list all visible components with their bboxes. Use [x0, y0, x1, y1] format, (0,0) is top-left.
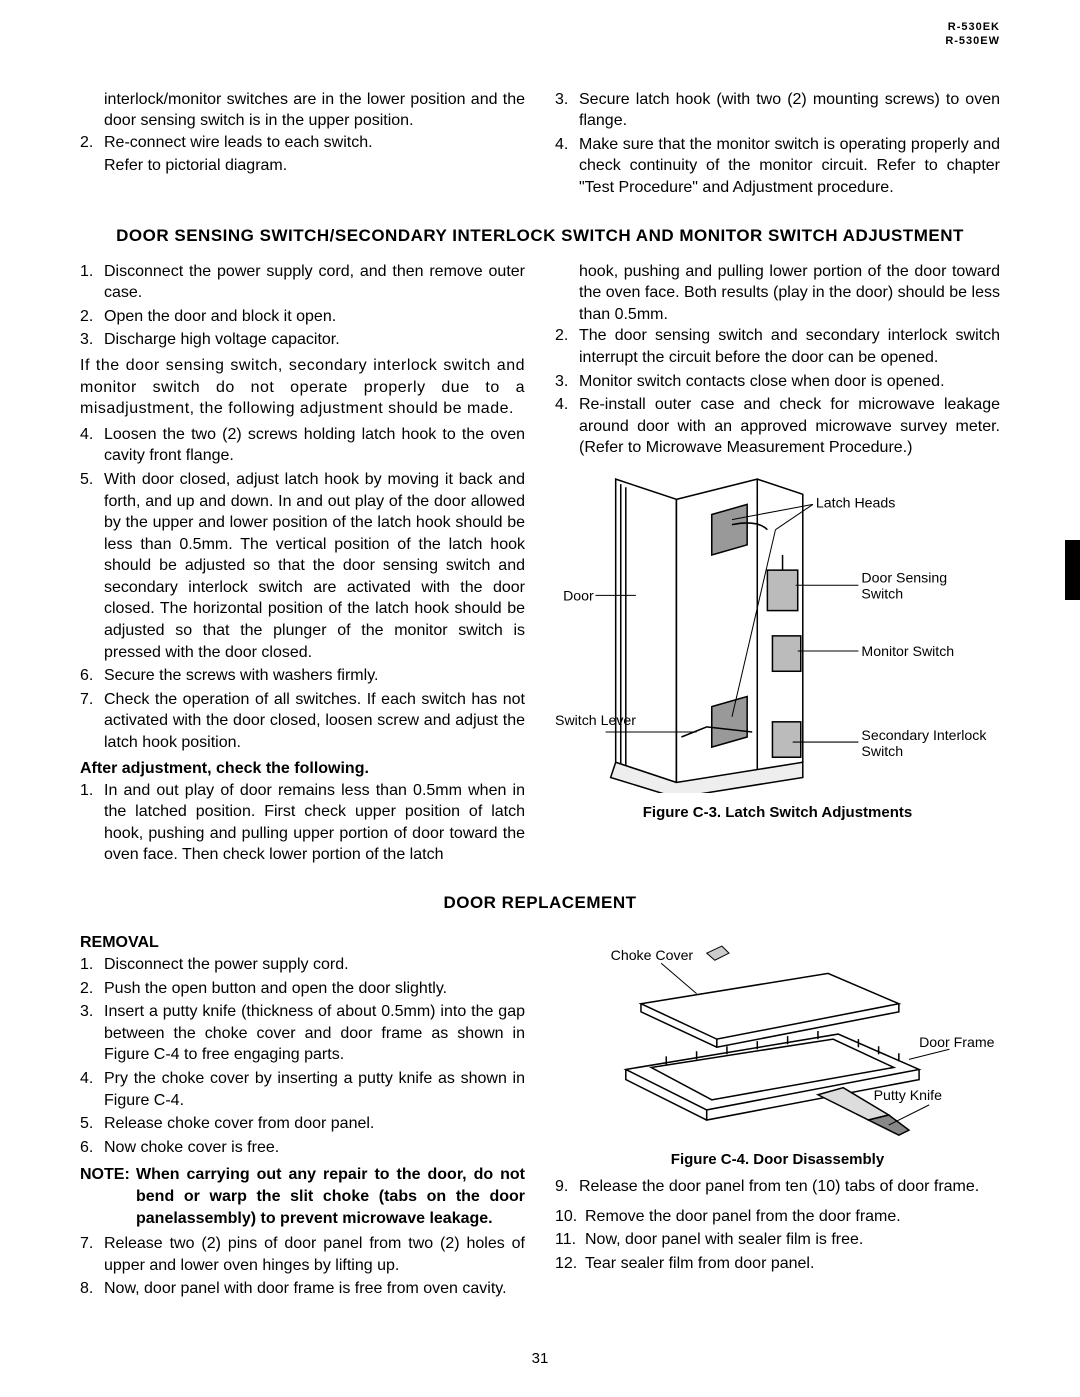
- s1l-6: 6.Secure the screws with washers firmly.: [80, 665, 525, 687]
- figure-c4-caption: Figure C-4. Door Disassembly: [555, 1151, 1000, 1168]
- figure-c3: Latch Heads Door Door Sensing Switch Mon…: [555, 469, 1000, 798]
- s1l-2: 2.Open the door and block it open.: [80, 306, 525, 328]
- door-diagram-svg: Choke Cover Door Frame Putty Knife: [555, 938, 1000, 1140]
- figure-c4: Choke Cover Door Frame Putty Knife: [555, 938, 1000, 1145]
- label-secondary: Secondary Interlock: [861, 727, 987, 743]
- label-switch-lever: Switch Lever: [555, 712, 636, 728]
- model-line-2: R-530EW: [80, 34, 1000, 48]
- figure-c3-caption: Figure C-3. Latch Switch Adjustments: [555, 804, 1000, 821]
- s2l-6: 6.Now choke cover is free.: [80, 1137, 525, 1159]
- num: 4.: [555, 134, 579, 199]
- s2l-3: 3.Insert a putty knife (thickness of abo…: [80, 1001, 525, 1066]
- s1r-3: 3.Monitor switch contacts close when doo…: [555, 371, 1000, 393]
- label-secondary2: Switch: [861, 743, 903, 759]
- section2-title: DOOR REPLACEMENT: [80, 893, 1000, 913]
- top-left-item-2b: Refer to pictorial diagram.: [104, 155, 525, 177]
- top-block: interlock/monitor switches are in the lo…: [80, 89, 1000, 201]
- text: Secure latch hook (with two (2) mounting…: [579, 89, 1000, 132]
- s1r-2: 2.The door sensing switch and secondary …: [555, 325, 1000, 368]
- s2r-11: 11.Now, door panel with sealer film is f…: [555, 1229, 1000, 1251]
- s1l-para: If the door sensing switch, secondary in…: [80, 355, 525, 420]
- label-door-frame: Door Frame: [919, 1034, 995, 1050]
- num: 2.: [80, 132, 104, 154]
- s2r-9: 9.Release the door panel from ten (10) t…: [555, 1176, 1000, 1198]
- s2r-10: 10.Remove the door panel from the door f…: [555, 1206, 1000, 1228]
- label-putty: Putty Knife: [874, 1087, 943, 1103]
- s2l-7: 7.Release two (2) pins of door panel fro…: [80, 1233, 525, 1276]
- cont-text: interlock/monitor switches are in the lo…: [104, 89, 525, 132]
- note-text: When carrying out any repair to the door…: [136, 1164, 525, 1229]
- s1l-7: 7.Check the operation of all switches. I…: [80, 689, 525, 754]
- section1-cols: 1.Disconnect the power supply cord, and …: [80, 261, 1000, 868]
- top-right-col: 3. Secure latch hook (with two (2) mount…: [555, 89, 1000, 201]
- label-door: Door: [563, 587, 594, 603]
- top-right-item-4: 4. Make sure that the monitor switch is …: [555, 134, 1000, 199]
- s2l-subhead: REMOVAL: [80, 934, 525, 952]
- s1-left: 1.Disconnect the power supply cord, and …: [80, 261, 525, 868]
- note-label: NOTE:: [80, 1164, 136, 1229]
- s2l-8: 8.Now, door panel with door frame is fre…: [80, 1278, 525, 1300]
- section1-title: DOOR SENSING SWITCH/SECONDARY INTERLOCK …: [80, 226, 1000, 246]
- s2l-2: 2.Push the open button and open the door…: [80, 978, 525, 1000]
- top-left-col: interlock/monitor switches are in the lo…: [80, 89, 525, 201]
- s1l-a1: 1.In and out play of door remains less t…: [80, 780, 525, 866]
- s2-left: REMOVAL 1.Disconnect the power supply co…: [80, 928, 525, 1302]
- s1l-4: 4.Loosen the two (2) screws holding latc…: [80, 424, 525, 467]
- text: Make sure that the monitor switch is ope…: [579, 134, 1000, 199]
- label-choke: Choke Cover: [611, 947, 694, 963]
- s1-right: hook, pushing and pulling lower portion …: [555, 261, 1000, 868]
- top-left-item-2: 2. Re-connect wire leads to each switch.: [80, 132, 525, 154]
- s1l-5: 5.With door closed, adjust latch hook by…: [80, 469, 525, 663]
- s2l-note: NOTE: When carrying out any repair to th…: [80, 1164, 525, 1229]
- latch-diagram-svg: Latch Heads Door Door Sensing Switch Mon…: [555, 469, 1000, 793]
- s2l-4: 4.Pry the choke cover by inserting a put…: [80, 1068, 525, 1111]
- top-right-item-3: 3. Secure latch hook (with two (2) mount…: [555, 89, 1000, 132]
- s2l-1: 1.Disconnect the power supply cord.: [80, 954, 525, 976]
- s2r-12: 12.Tear sealer film from door panel.: [555, 1253, 1000, 1275]
- s1r-4: 4.Re-install outer case and check for mi…: [555, 394, 1000, 459]
- page-number: 31: [532, 1350, 549, 1367]
- label-door-sensing: Door Sensing: [861, 569, 947, 585]
- label-door-sensing2: Switch: [861, 585, 903, 601]
- s1l-1: 1.Disconnect the power supply cord, and …: [80, 261, 525, 304]
- label-monitor: Monitor Switch: [861, 643, 954, 659]
- s1l-subhead: After adjustment, check the following.: [80, 760, 525, 778]
- model-header: R-530EK R-530EW: [80, 20, 1000, 49]
- section2-cols: REMOVAL 1.Disconnect the power supply co…: [80, 928, 1000, 1302]
- label-latch-heads: Latch Heads: [816, 494, 895, 510]
- page-tab: [1065, 540, 1080, 600]
- s2l-5: 5.Release choke cover from door panel.: [80, 1113, 525, 1135]
- num: 3.: [555, 89, 579, 132]
- text: Re-connect wire leads to each switch.: [104, 132, 525, 154]
- s1l-3: 3.Discharge high voltage capacitor.: [80, 329, 525, 351]
- s2-right: Choke Cover Door Frame Putty Knife Figur…: [555, 928, 1000, 1302]
- model-line-1: R-530EK: [80, 20, 1000, 34]
- s1r-cont: hook, pushing and pulling lower portion …: [579, 261, 1000, 326]
